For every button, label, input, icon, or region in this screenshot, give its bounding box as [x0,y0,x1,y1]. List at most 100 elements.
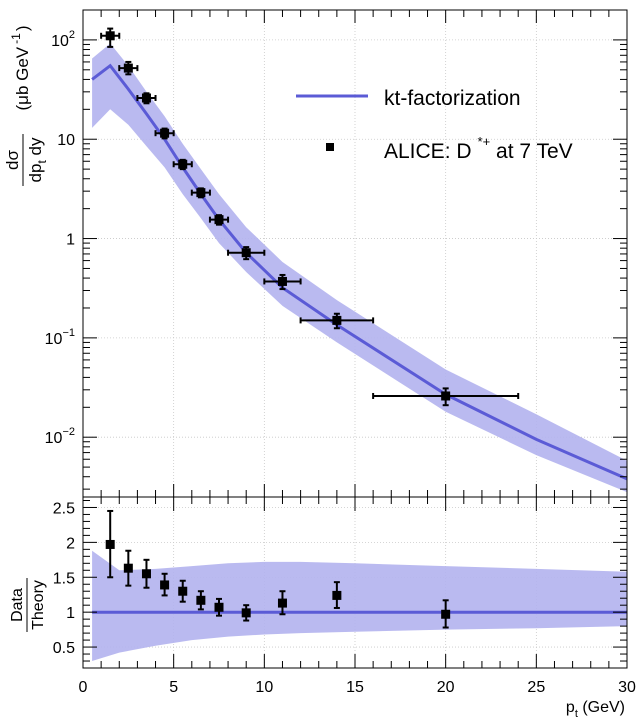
y-tick-label: 102 [51,29,75,50]
theory-band [92,43,628,493]
ratio-point [241,604,251,622]
ratio-point [277,590,287,616]
ratio-panel: 0.5 1 1.5 2 2.5 0 5 10 15 20 25 30 Data Theory pt … [9,496,636,720]
legend-label-theory: kt-factorization [384,87,521,110]
data-point [118,60,139,76]
data-point [208,214,230,226]
y-title-units: (μb GeV -1) [9,26,32,111]
legend-data-main: ALICE: D [384,140,472,163]
ratio-marker [241,608,251,618]
data-marker [241,248,251,258]
x-tick-labels: 0 5 10 15 20 25 30 [79,679,636,696]
data-marker [332,315,342,325]
x-tick-label: 5 [169,679,178,696]
ratio-marker [332,590,342,600]
ratio-title-top: Data [9,588,26,622]
y-tick-label-exp: 2 [69,29,75,41]
y-title-dp: dp [26,164,45,183]
ratio-marker [105,539,115,549]
ratio-point [196,590,206,611]
y-title-dy: dy [26,137,45,160]
spectrum-axis-ticks [82,9,628,497]
x-tick-label: 0 [79,679,88,696]
data-point [100,27,121,48]
x-title-tail: (GeV) [578,699,625,716]
x-tick-label: 30 [618,679,636,696]
x-tick-label: 15 [346,679,364,696]
data-marker [123,63,133,73]
y-tick-label: 10−1 [45,327,75,348]
ratio-y-tick-label: 2.5 [53,500,75,517]
ratio-data-points [105,509,451,629]
ratio-point [123,549,133,587]
y-tick-label-base: 10 [45,331,63,348]
data-point [136,92,157,105]
data-marker [441,391,451,401]
data-point [172,158,193,171]
data-points [100,27,520,407]
ratio-point [178,579,188,603]
y-tick-label-base: 10 [51,33,69,50]
data-point [299,312,375,330]
data-point [227,246,266,261]
ratio-point [141,558,151,589]
data-marker [214,215,224,225]
theory-line [91,63,628,481]
y-tick-label-base: 1 [66,232,75,249]
ratio-y-tick-label: 1.5 [53,570,75,587]
ratio-point [160,572,170,597]
y-tick-label: 10−2 [45,426,75,447]
ratio-y-tick-labels: 0.5 1 1.5 2 2.5 [53,500,75,657]
y-tick-label-base: 10 [57,132,75,149]
y-title-units-close: ) [13,26,32,32]
x-title-sub: t [575,708,578,720]
ratio-marker [160,580,170,590]
y-title-units-open: (μb GeV [13,46,32,110]
ratio-theory-band [92,550,628,661]
ratio-y-axis-title: Data Theory [9,578,47,632]
ratio-title-bottom: Theory [30,580,47,630]
legend-data-sup: *+ [478,134,491,149]
legend: kt-factorization ALICE: D *+ at 7 TeV [296,87,573,163]
x-title-main: p [566,699,575,716]
ratio-point [105,509,115,579]
ratio-y-tick-label: 1 [66,605,75,622]
y-tick-label-exp: −2 [62,426,75,438]
data-point [263,273,302,291]
x-axis-title: pt (GeV) [566,699,625,720]
data-point [372,387,520,407]
ratio-point [214,597,224,617]
y-title-frac-bottom: dpt dy [26,137,49,182]
legend-data-tail: at 7 TeV [490,140,573,163]
spectrum-y-axis-title: dσ dpt dy (μb GeV -1) [3,26,49,186]
ratio-marker [441,609,451,619]
y-tick-label-exp: −1 [62,327,75,339]
y-tick-label: 1 [66,232,75,249]
ratio-marker [214,602,224,612]
ratio-y-tick-label: 0.5 [53,640,75,657]
x-tick-label: 10 [255,679,273,696]
data-marker [178,159,188,169]
ratio-marker [123,563,133,573]
x-tick-label: 25 [527,679,545,696]
y-title-dp-sub: t [35,160,49,164]
y-title-units-exp: -1 [9,33,23,44]
x-tick-label: 20 [437,679,455,696]
ratio-point [332,581,342,609]
y-title-frac-top: dσ [3,150,22,170]
ratio-y-tick-label: 2 [66,535,75,552]
data-marker [196,188,206,198]
ratio-axis-ticks [82,497,628,668]
ratio-marker [196,595,206,605]
legend-square-marker [326,143,334,151]
data-point [190,187,211,199]
ratio-marker [277,598,287,608]
data-marker [105,31,115,41]
data-marker [277,276,287,286]
ratio-marker [141,569,151,579]
ratio-marker [178,586,188,596]
y-tick-label: 10 [57,132,75,149]
